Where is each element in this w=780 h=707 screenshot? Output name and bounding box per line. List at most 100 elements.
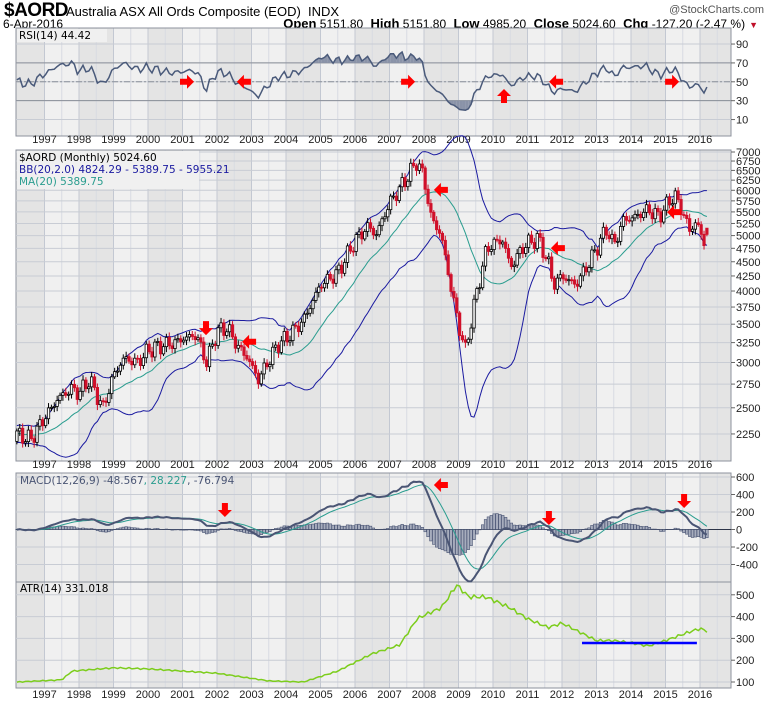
x-year-label: 2013	[584, 134, 608, 146]
rsi-fill	[459, 100, 463, 110]
candle-body	[420, 163, 424, 169]
candle-body	[492, 238, 496, 250]
candle-body	[360, 231, 364, 240]
watermark: @StockCharts.com	[669, 4, 764, 16]
low-label: Low	[453, 16, 480, 31]
candle-body	[230, 324, 235, 338]
x-year-label: 2016	[688, 134, 712, 146]
macd-histogram-bar	[205, 529, 209, 535]
macd-histogram-bar	[334, 524, 338, 530]
macd-histogram-bar	[590, 525, 594, 530]
candle-body	[498, 239, 502, 245]
macd-histogram-bar	[400, 524, 404, 530]
macd-histogram-bar	[331, 524, 335, 530]
macd-histogram-bar	[219, 528, 223, 530]
candle-body	[601, 226, 606, 239]
candle-body	[575, 283, 580, 287]
candle-body	[564, 278, 568, 281]
x-year-label: 2014	[619, 459, 643, 471]
candle-body	[141, 357, 145, 366]
candle-body	[642, 211, 646, 219]
close-label: Close	[533, 16, 569, 31]
candle-body	[699, 224, 703, 235]
x-year-label: 2007	[377, 134, 401, 146]
macd-histogram-bar	[676, 528, 680, 530]
candle-body	[118, 364, 122, 372]
symbol: $AORD	[4, 0, 69, 21]
candle-body	[130, 360, 134, 366]
macd-histogram-bar	[587, 527, 591, 530]
x-year-label: 2012	[550, 459, 574, 471]
macd-histogram-bar	[75, 527, 79, 530]
candle-body	[524, 247, 528, 254]
macd-histogram-bar	[498, 514, 502, 530]
macd-y-tick-label: 400	[736, 490, 754, 502]
rsi-fill	[387, 53, 391, 63]
price-y-tick-label: 2500	[736, 403, 760, 415]
candle-body	[567, 279, 571, 282]
macd-histogram-bar	[268, 529, 272, 533]
x-year-label: 2013	[584, 459, 608, 471]
candle-body	[87, 386, 91, 390]
x-year-label: 2003	[239, 459, 263, 471]
candle-body	[127, 356, 131, 362]
price-legend-bg	[17, 151, 199, 189]
x-year-label: 2007	[377, 459, 401, 471]
macd-y-tick-label: 0	[736, 525, 742, 537]
candle-body	[570, 279, 574, 282]
macd-histogram-bar	[61, 525, 65, 530]
x-year-label: 2001	[170, 689, 194, 701]
macd-histogram-bar	[639, 526, 643, 530]
macd-histogram-bar	[64, 526, 68, 530]
macd-histogram-bar	[363, 525, 367, 530]
macd-histogram-bar	[130, 527, 134, 530]
x-year-label: 2014	[619, 689, 643, 701]
rsi-y-tick-label: 30	[736, 96, 748, 108]
candle-body	[320, 286, 324, 289]
x-year-label: 2010	[481, 134, 505, 146]
macd-histogram-bar	[633, 524, 637, 530]
candle-body	[598, 237, 603, 256]
macd-histogram-bar	[207, 529, 212, 534]
candle-body	[705, 227, 709, 235]
candle-body	[610, 233, 614, 240]
macd-histogram-bar	[406, 525, 410, 530]
bb-lower-band	[16, 226, 708, 458]
macd-histogram-bar	[423, 529, 427, 533]
macd-histogram-bar	[472, 529, 476, 540]
candle-body	[544, 257, 548, 260]
rsi-fill	[399, 52, 403, 63]
macd-histogram-bar	[475, 529, 479, 535]
candle-body	[409, 162, 413, 182]
macd-histogram-bar	[325, 522, 330, 530]
candle-body	[210, 343, 214, 347]
candle-body	[667, 196, 672, 206]
price-y-tick-label: 6250	[736, 175, 760, 187]
year-shade	[16, 473, 45, 582]
candle-body	[72, 383, 76, 389]
x-year-label: 2008	[412, 459, 436, 471]
price-y-tick-label: 5750	[736, 196, 760, 208]
macd-histogram-bar	[501, 515, 505, 530]
candle-body	[596, 249, 600, 256]
macd-histogram-bar	[435, 529, 439, 548]
macd-histogram-bar	[486, 516, 491, 530]
x-year-label: 1999	[101, 459, 125, 471]
candle-body	[478, 287, 482, 290]
arrow-left-icon	[242, 334, 257, 349]
candle-body	[133, 357, 137, 366]
macd-histogram-bar	[136, 527, 140, 530]
candle-body	[466, 338, 470, 343]
candle-body	[334, 269, 338, 284]
macd-histogram-bar	[90, 528, 94, 530]
candle-body	[182, 339, 186, 343]
macd-histogram-bar	[311, 523, 315, 530]
macd-histogram-bar	[541, 527, 545, 530]
atr-legend: ATR(14) 331.018	[20, 583, 108, 595]
rsi-fill	[465, 100, 469, 111]
x-year-label: 2006	[343, 459, 367, 471]
candle-body	[377, 225, 381, 236]
price-y-tick-label: 3250	[736, 338, 760, 350]
candle-body	[460, 335, 465, 341]
candle-body	[44, 418, 48, 427]
